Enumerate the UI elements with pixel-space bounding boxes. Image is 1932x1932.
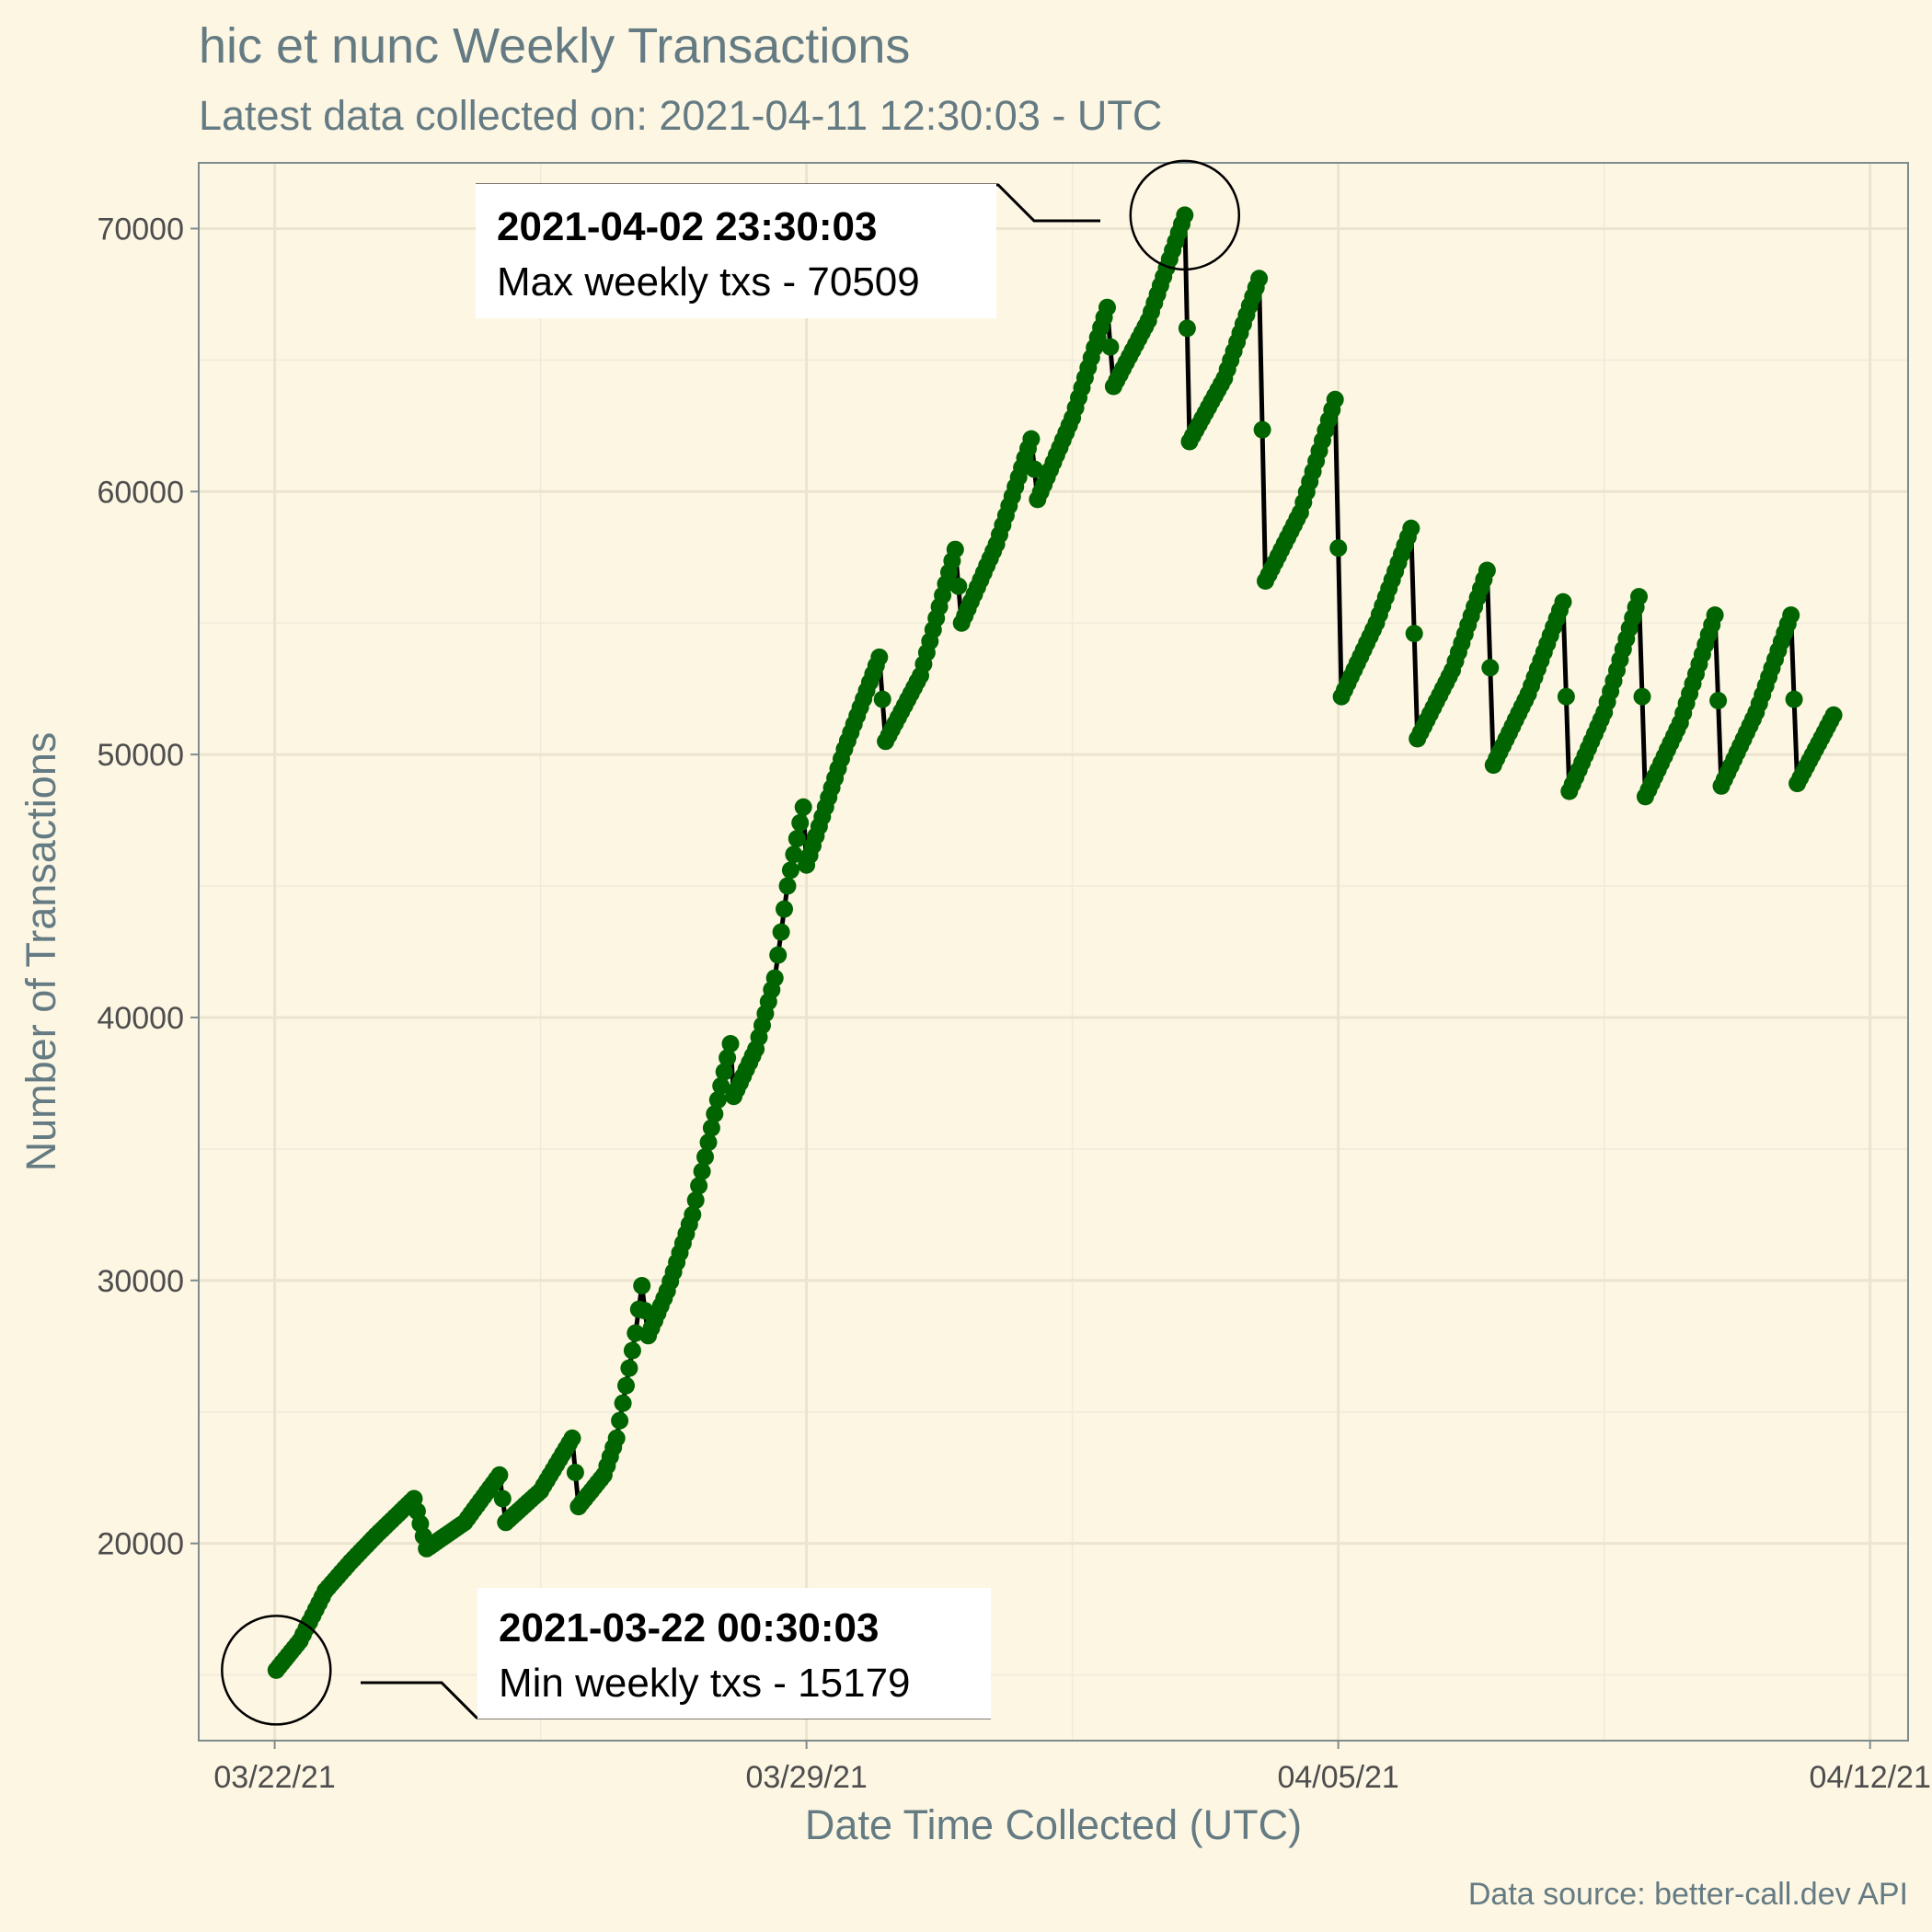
max-highlight-circle — [1129, 159, 1241, 271]
x-tick-label: 03/29/21 — [745, 1760, 867, 1795]
data-point — [693, 1162, 711, 1180]
data-point — [1481, 659, 1500, 677]
data-point — [1025, 460, 1043, 478]
data-point — [873, 690, 891, 708]
plot-panel-border — [198, 162, 1909, 1742]
data-point — [772, 923, 790, 941]
data-point — [1022, 430, 1041, 448]
data-point — [706, 1105, 724, 1123]
data-point — [699, 1133, 718, 1152]
data-point — [1782, 606, 1800, 625]
series-polyline — [274, 214, 1836, 1672]
data-point — [791, 813, 810, 832]
data-point — [614, 1394, 632, 1412]
data-point — [1785, 690, 1803, 708]
data-point — [794, 798, 812, 816]
chart-subtitle: Latest data collected on: 2021-04-11 12:… — [199, 92, 1162, 139]
data-point — [1402, 519, 1420, 537]
data-point — [1709, 692, 1728, 709]
data-point — [719, 1049, 737, 1067]
y-tick-label: 50000 — [97, 738, 184, 773]
series-points — [267, 206, 1843, 1679]
y-tick-label: 40000 — [97, 1001, 184, 1036]
data-point — [1706, 606, 1724, 625]
data-point — [1557, 687, 1575, 706]
data-point — [870, 648, 889, 666]
data-point — [493, 1489, 512, 1508]
x-tick-label: 03/22/21 — [213, 1760, 335, 1795]
data-point — [620, 1359, 638, 1377]
x-axis-ticks: 03/22/21 03/29/21 04/05/21 04/12/21 — [213, 1741, 1931, 1795]
data-point — [702, 1119, 720, 1137]
x-axis-title: Date Time Collected (UTC) — [805, 1801, 1302, 1848]
data-point — [690, 1177, 708, 1195]
min-highlight-circle — [221, 1615, 332, 1726]
max-label-box — [476, 184, 996, 318]
x-tick-label: 04/05/21 — [1277, 1760, 1398, 1795]
data-point — [1824, 706, 1843, 724]
data-point — [686, 1191, 705, 1210]
data-point — [684, 1205, 702, 1224]
chart-title: hic et nunc Weekly Transactions — [199, 18, 910, 74]
data-point — [715, 1063, 733, 1081]
data-point — [769, 946, 788, 964]
data-point — [566, 1464, 584, 1481]
data-point — [1405, 625, 1423, 643]
min-label-box — [477, 1588, 991, 1719]
data-point — [1176, 206, 1194, 224]
y-tick-label: 30000 — [97, 1264, 184, 1299]
data-point — [611, 1411, 629, 1430]
data-point — [617, 1376, 635, 1395]
data-point — [781, 861, 799, 880]
data-point — [1098, 298, 1116, 316]
data-point — [1101, 338, 1120, 356]
data-point — [1326, 390, 1344, 408]
chart-caption: Data source: better-call.dev API — [1468, 1877, 1908, 1912]
data-point — [696, 1148, 714, 1166]
data-point — [949, 577, 968, 595]
data-point — [946, 540, 964, 558]
series-line — [274, 214, 1836, 1672]
data-point — [607, 1429, 626, 1447]
gridlines — [199, 163, 1908, 1741]
data-point — [1329, 539, 1348, 558]
data-point — [778, 877, 797, 895]
annotations: 2021-04-02 23:30:03 Max weekly txs - 705… — [221, 159, 1241, 1726]
data-point — [1253, 420, 1271, 439]
data-point — [721, 1035, 740, 1052]
y-axis-ticks: 20000 30000 40000 50000 60000 70000 — [97, 212, 199, 1562]
min-label-time: 2021-03-22 00:30:03 — [499, 1605, 879, 1650]
data-point — [785, 845, 803, 864]
data-point — [1250, 270, 1269, 288]
data-point — [708, 1091, 727, 1109]
data-point — [788, 830, 806, 848]
data-point — [563, 1429, 581, 1447]
data-point — [490, 1466, 509, 1484]
y-tick-label: 70000 — [97, 212, 184, 247]
y-tick-label: 20000 — [97, 1527, 184, 1562]
data-point — [1178, 319, 1196, 338]
data-point — [633, 1277, 651, 1294]
data-point — [712, 1076, 730, 1095]
y-tick-label: 60000 — [97, 475, 184, 510]
data-point — [1478, 561, 1496, 580]
data-point — [623, 1341, 641, 1360]
max-label-time: 2021-04-02 23:30:03 — [497, 204, 877, 249]
data-point — [1633, 687, 1651, 706]
data-point — [776, 900, 793, 918]
x-tick-label: 04/12/21 — [1810, 1760, 1931, 1795]
data-point — [1554, 592, 1572, 611]
data-point — [1630, 588, 1648, 606]
y-axis-title: Number of Transactions — [17, 732, 64, 1172]
max-label-value: Max weekly txs - 70509 — [497, 259, 920, 305]
min-label-value: Min weekly txs - 15179 — [499, 1661, 911, 1706]
data-point — [765, 969, 784, 987]
